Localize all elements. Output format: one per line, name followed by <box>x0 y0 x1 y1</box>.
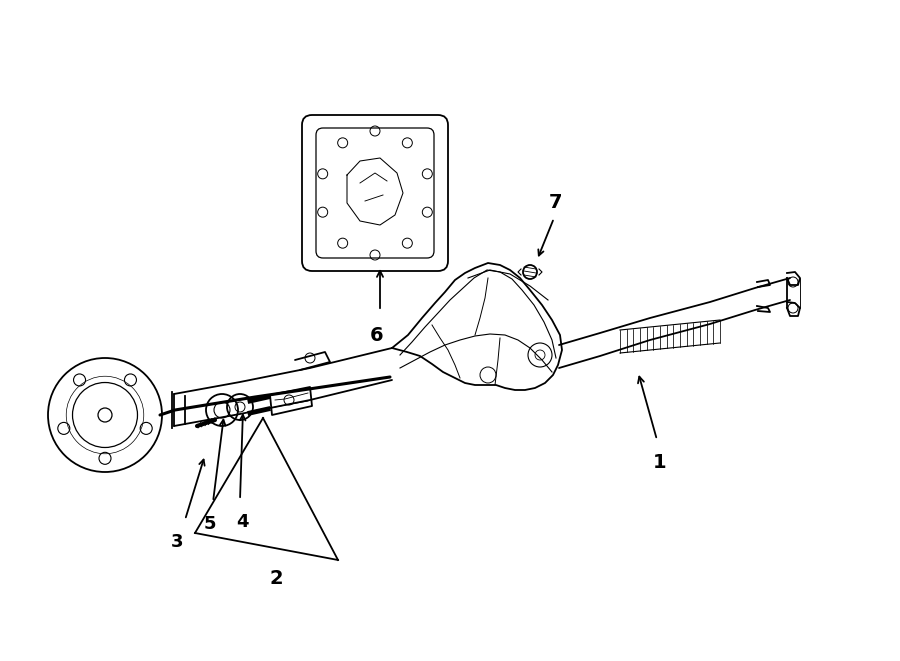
Text: 1: 1 <box>653 453 667 472</box>
Text: 3: 3 <box>171 533 184 551</box>
Text: 4: 4 <box>236 513 248 531</box>
Text: 6: 6 <box>370 326 383 345</box>
Text: 5: 5 <box>203 515 216 533</box>
Text: 2: 2 <box>270 568 284 588</box>
Text: 7: 7 <box>549 193 562 212</box>
